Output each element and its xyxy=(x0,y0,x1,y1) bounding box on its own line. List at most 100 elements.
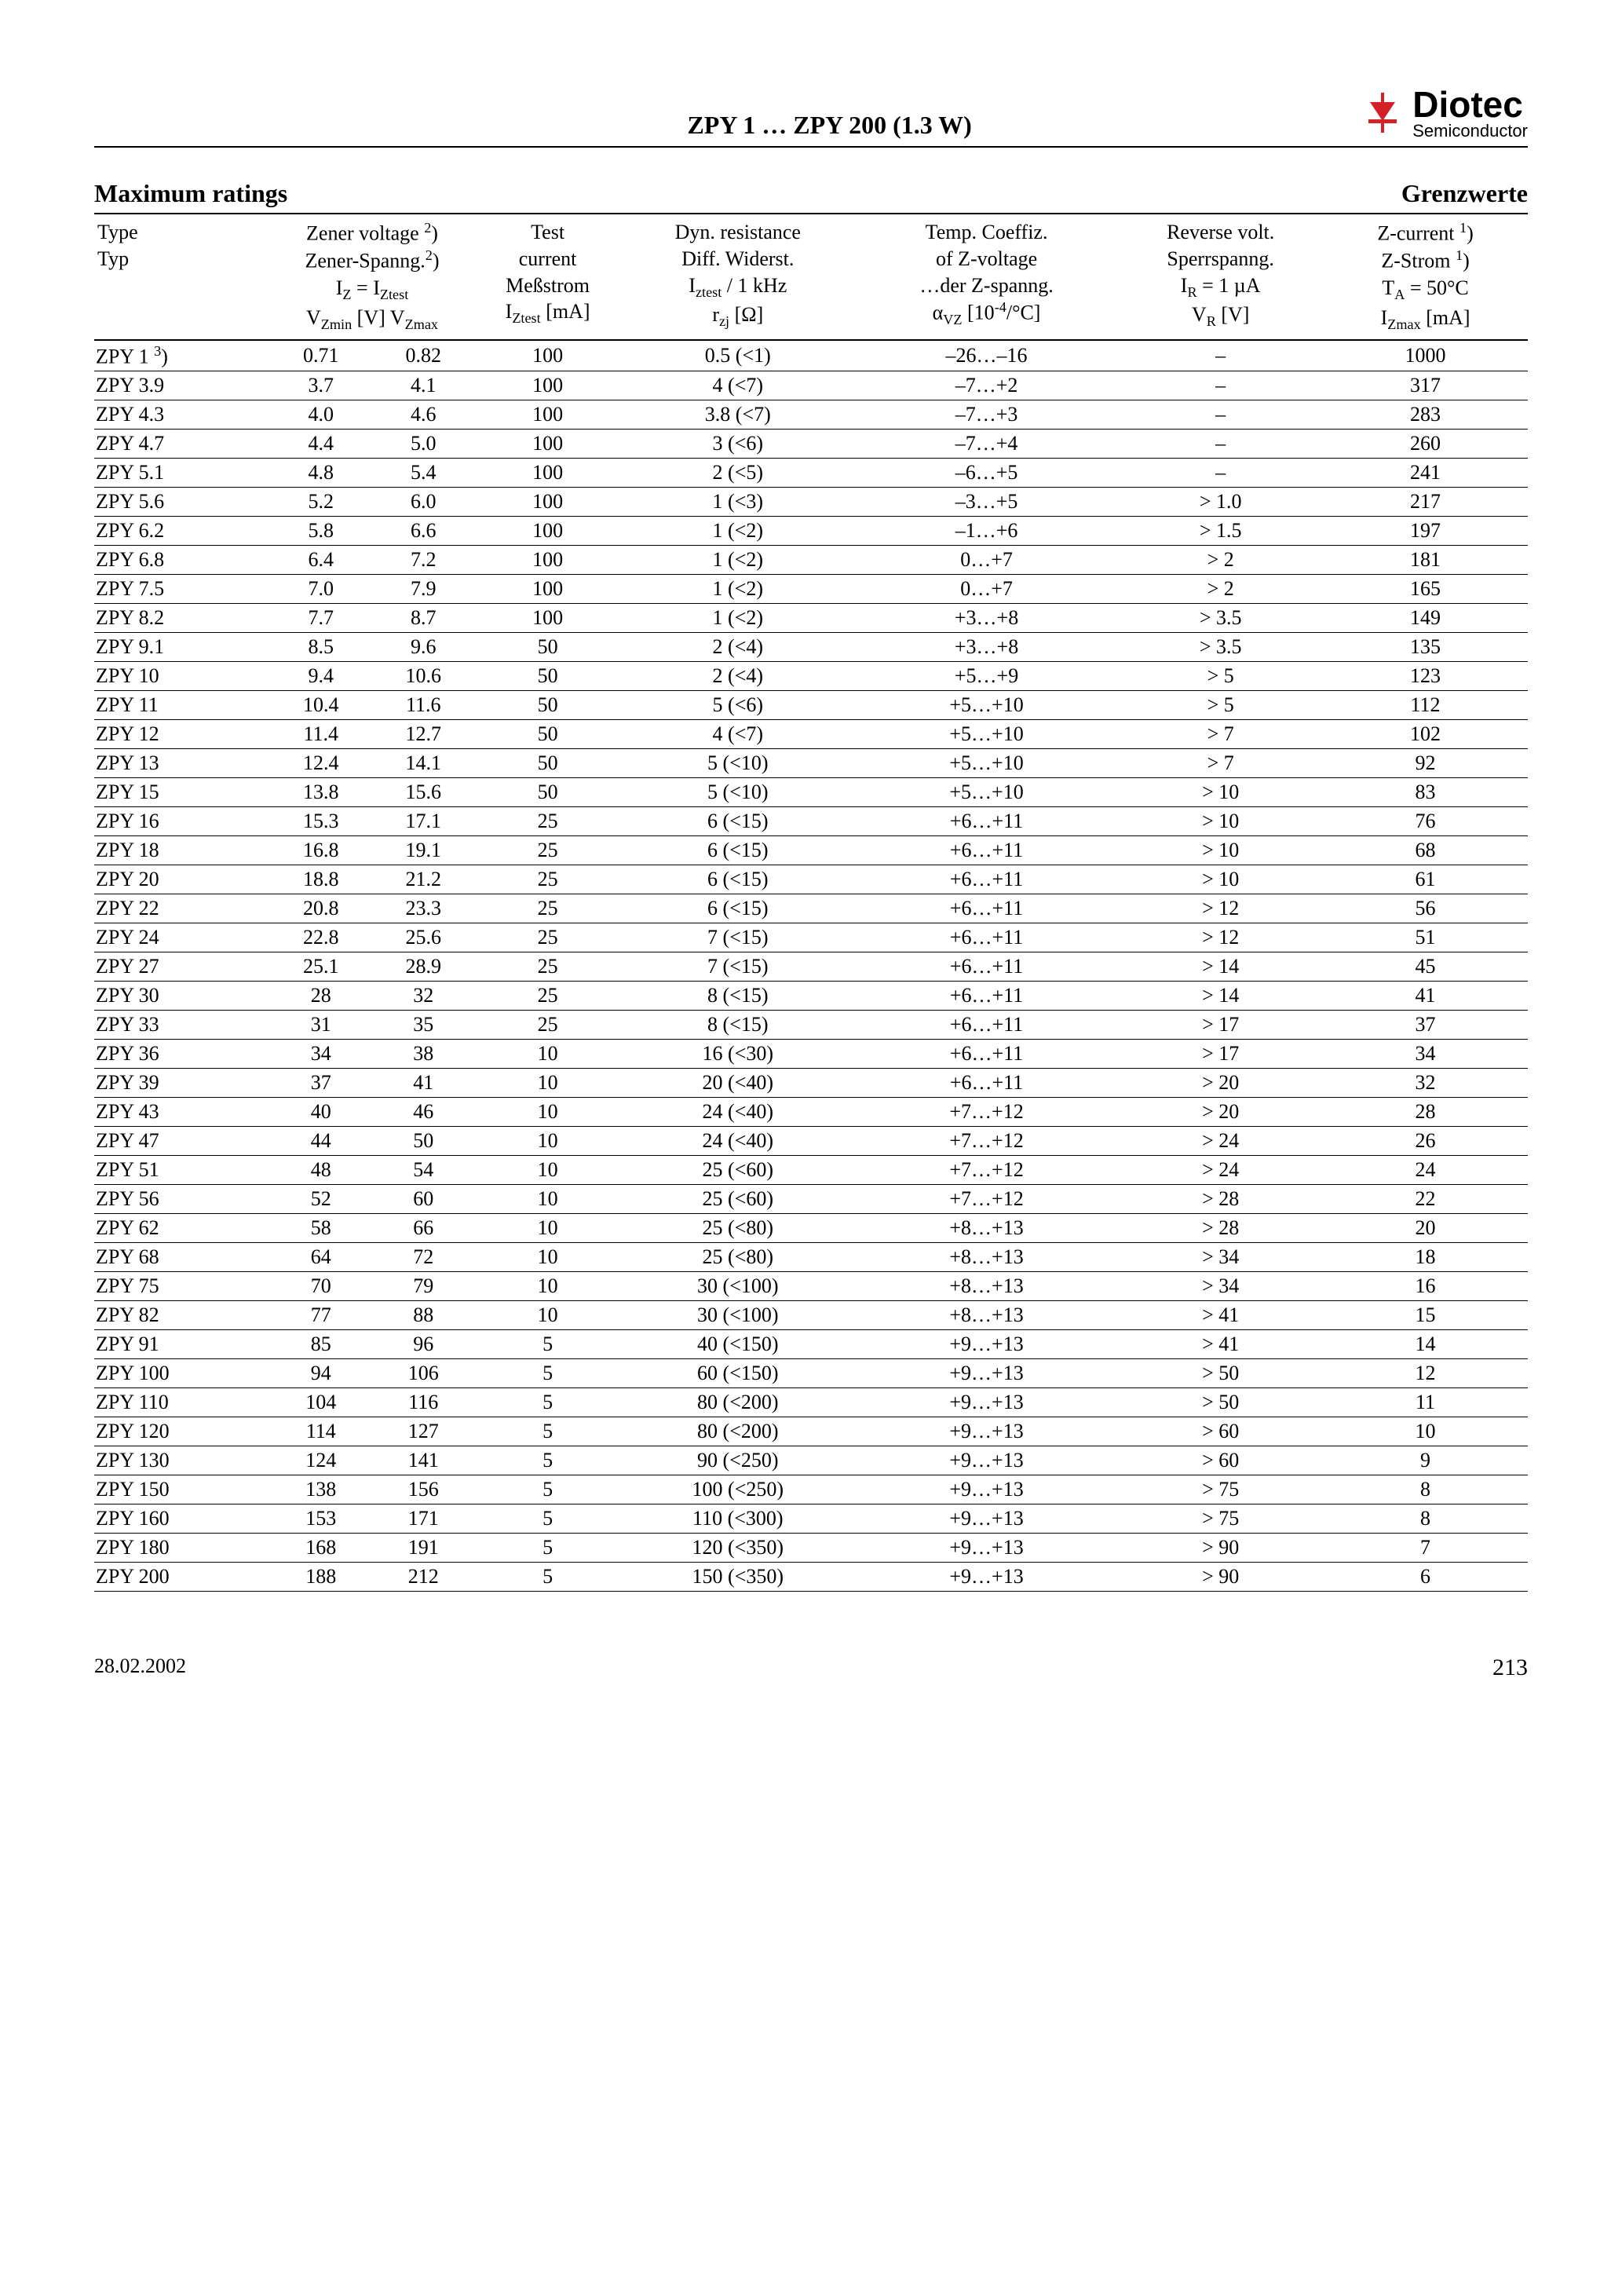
cell-avz: +9…+13 xyxy=(855,1417,1118,1446)
cell-izmax: 7 xyxy=(1323,1534,1528,1563)
cell-type: ZPY 36 xyxy=(94,1040,270,1069)
cell-vmax: 4.1 xyxy=(372,371,474,400)
cell-type: ZPY 39 xyxy=(94,1069,270,1098)
cell-avz: +6…+11 xyxy=(855,923,1118,952)
cell-iztest: 50 xyxy=(474,778,620,807)
cell-rzj: 1 (<2) xyxy=(621,575,855,604)
cell-vr: > 20 xyxy=(1118,1069,1323,1098)
cell-vmin: 7.0 xyxy=(270,575,372,604)
cell-iztest: 10 xyxy=(474,1301,620,1330)
cell-izmax: 149 xyxy=(1323,604,1528,633)
cell-vmin: 40 xyxy=(270,1098,372,1127)
table-row: ZPY 6258661025 (<80)+8…+13> 2820 xyxy=(94,1214,1528,1243)
cell-izmax: 56 xyxy=(1323,894,1528,923)
col-header-type: Type Typ xyxy=(94,218,270,340)
cell-iztest: 10 xyxy=(474,1185,620,1214)
cell-type: ZPY 47 xyxy=(94,1127,270,1156)
cell-izmax: 1000 xyxy=(1323,340,1528,371)
cell-iztest: 100 xyxy=(474,488,620,517)
col-header-vr: Reverse volt. Sperrspanng. IR = 1 µA VR … xyxy=(1118,218,1323,340)
cell-vr: > 5 xyxy=(1118,691,1323,720)
cell-vmin: 10.4 xyxy=(270,691,372,720)
table-row: ZPY 5652601025 (<60)+7…+12> 2822 xyxy=(94,1185,1528,1214)
cell-izmax: 10 xyxy=(1323,1417,1528,1446)
cell-vr: > 50 xyxy=(1118,1388,1323,1417)
cell-rzj: 6 (<15) xyxy=(621,894,855,923)
cell-rzj: 80 (<200) xyxy=(621,1388,855,1417)
table-row: ZPY 1211.412.7504 (<7)+5…+10> 7102 xyxy=(94,720,1528,749)
cell-rzj: 6 (<15) xyxy=(621,865,855,894)
cell-vr: > 75 xyxy=(1118,1504,1323,1534)
cell-vmin: 9.4 xyxy=(270,662,372,691)
cell-vmax: 156 xyxy=(372,1475,474,1504)
cell-rzj: 2 (<4) xyxy=(621,662,855,691)
cell-iztest: 5 xyxy=(474,1504,620,1534)
table-row: ZPY 2018.821.2256 (<15)+6…+11> 1061 xyxy=(94,865,1528,894)
cell-vmin: 37 xyxy=(270,1069,372,1098)
cell-type: ZPY 4.3 xyxy=(94,400,270,430)
cell-vr: – xyxy=(1118,430,1323,459)
cell-izmax: 217 xyxy=(1323,488,1528,517)
cell-avz: +6…+11 xyxy=(855,894,1118,923)
cell-type: ZPY 56 xyxy=(94,1185,270,1214)
cell-rzj: 16 (<30) xyxy=(621,1040,855,1069)
cell-iztest: 100 xyxy=(474,459,620,488)
cell-vr: – xyxy=(1118,371,1323,400)
cell-iztest: 100 xyxy=(474,371,620,400)
cell-avz: –3…+5 xyxy=(855,488,1118,517)
cell-rzj: 5 (<10) xyxy=(621,778,855,807)
cell-type: ZPY 5.1 xyxy=(94,459,270,488)
cell-vmin: 28 xyxy=(270,982,372,1011)
table-row: ZPY 120114127580 (<200)+9…+13> 6010 xyxy=(94,1417,1528,1446)
cell-avz: +6…+11 xyxy=(855,1069,1118,1098)
cell-vr: > 1.5 xyxy=(1118,517,1323,546)
cell-rzj: 0.5 (<1) xyxy=(621,340,855,371)
cell-izmax: 45 xyxy=(1323,952,1528,982)
cell-vmax: 46 xyxy=(372,1098,474,1127)
cell-vr: > 17 xyxy=(1118,1040,1323,1069)
cell-type: ZPY 6.8 xyxy=(94,546,270,575)
cell-vmin: 34 xyxy=(270,1040,372,1069)
cell-iztest: 25 xyxy=(474,923,620,952)
cell-vmin: 138 xyxy=(270,1475,372,1504)
table-row: ZPY 1110.411.6505 (<6)+5…+10> 5112 xyxy=(94,691,1528,720)
cell-izmax: 16 xyxy=(1323,1272,1528,1301)
cell-avz: +9…+13 xyxy=(855,1446,1118,1475)
cell-avz: –7…+2 xyxy=(855,371,1118,400)
cell-iztest: 100 xyxy=(474,604,620,633)
cell-vmin: 168 xyxy=(270,1534,372,1563)
cell-izmax: 135 xyxy=(1323,633,1528,662)
cell-izmax: 68 xyxy=(1323,836,1528,865)
cell-vr: > 24 xyxy=(1118,1127,1323,1156)
cell-type: ZPY 12 xyxy=(94,720,270,749)
cell-vr: > 24 xyxy=(1118,1156,1323,1185)
cell-avz: +3…+8 xyxy=(855,633,1118,662)
cell-avz: +6…+11 xyxy=(855,982,1118,1011)
col-header-avz: Temp. Coeffiz. of Z-voltage …der Z-spann… xyxy=(855,218,1118,340)
cell-vmin: 0.71 xyxy=(270,340,372,371)
cell-vr: > 20 xyxy=(1118,1098,1323,1127)
cell-vmax: 19.1 xyxy=(372,836,474,865)
cell-iztest: 5 xyxy=(474,1417,620,1446)
cell-izmax: 123 xyxy=(1323,662,1528,691)
cell-iztest: 25 xyxy=(474,807,620,836)
cell-vr: > 3.5 xyxy=(1118,604,1323,633)
cell-rzj: 25 (<80) xyxy=(621,1243,855,1272)
cell-vmin: 6.4 xyxy=(270,546,372,575)
table-row: ZPY 4.34.04.61003.8 (<7)–7…+3–283 xyxy=(94,400,1528,430)
cell-vmax: 127 xyxy=(372,1417,474,1446)
table-row: ZPY 6864721025 (<80)+8…+13> 3418 xyxy=(94,1243,1528,1272)
cell-type: ZPY 11 xyxy=(94,691,270,720)
cell-vr: > 41 xyxy=(1118,1301,1323,1330)
cell-vmax: 0.82 xyxy=(372,340,474,371)
table-row: ZPY 7.57.07.91001 (<2)0…+7> 2165 xyxy=(94,575,1528,604)
cell-iztest: 100 xyxy=(474,430,620,459)
cell-izmax: 317 xyxy=(1323,371,1528,400)
cell-type: ZPY 43 xyxy=(94,1098,270,1127)
cell-vr: > 14 xyxy=(1118,982,1323,1011)
cell-avz: +5…+10 xyxy=(855,749,1118,778)
table-row: ZPY 8277881030 (<100)+8…+13> 4115 xyxy=(94,1301,1528,1330)
cell-izmax: 165 xyxy=(1323,575,1528,604)
table-row: ZPY 110104116580 (<200)+9…+13> 5011 xyxy=(94,1388,1528,1417)
cell-vmin: 4.0 xyxy=(270,400,372,430)
